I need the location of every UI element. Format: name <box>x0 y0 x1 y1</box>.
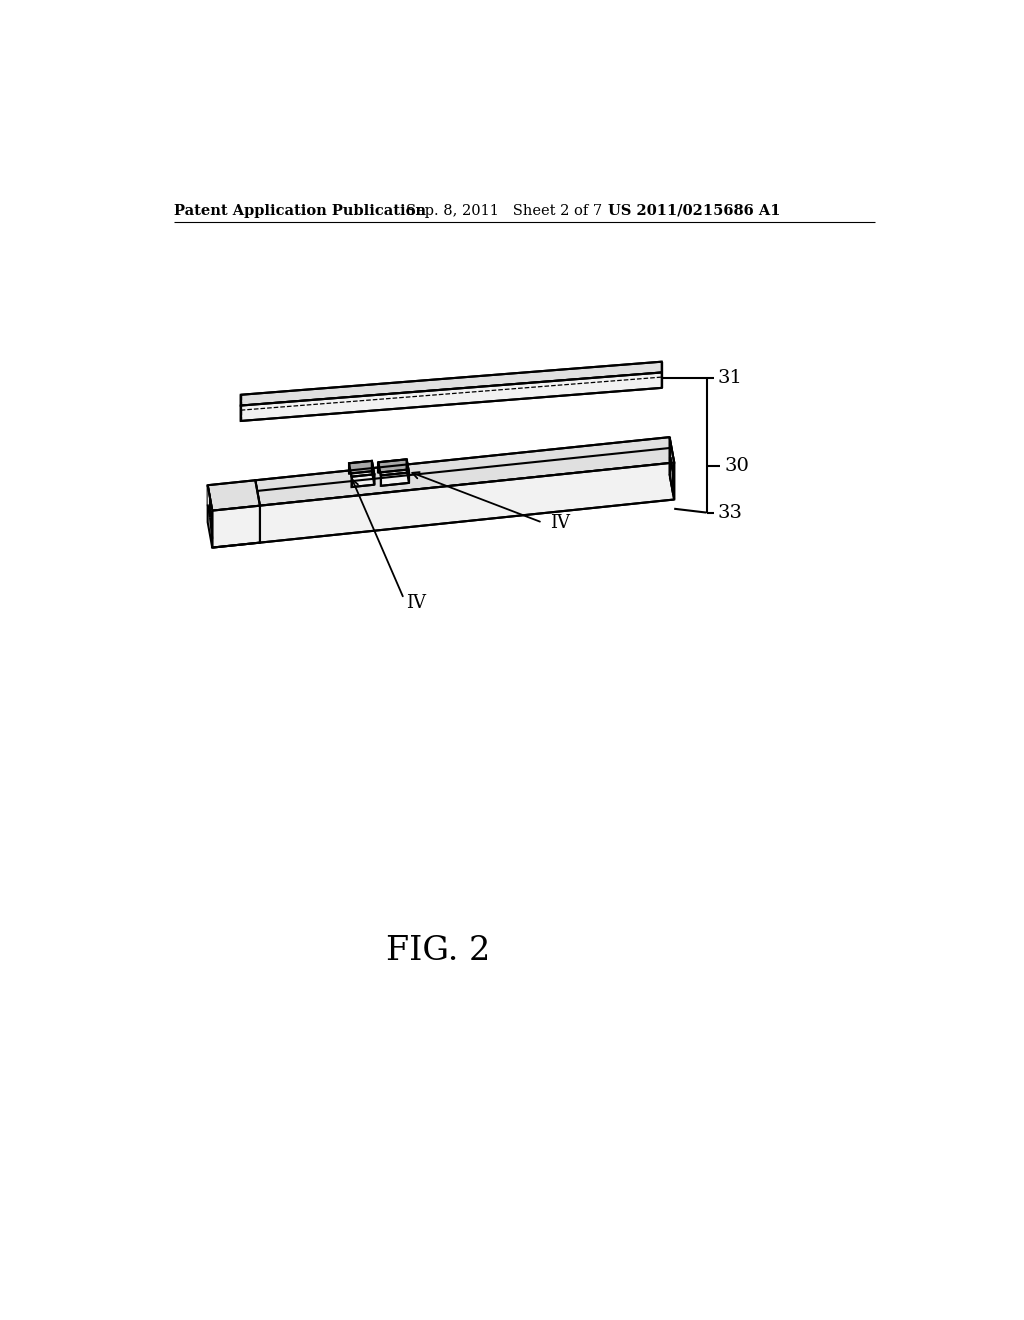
Polygon shape <box>208 486 210 517</box>
Text: 30: 30 <box>725 458 750 475</box>
Text: FIG. 2: FIG. 2 <box>386 936 490 968</box>
Text: 33: 33 <box>717 504 742 521</box>
Polygon shape <box>349 461 372 474</box>
Polygon shape <box>255 437 674 506</box>
Text: Patent Application Publication: Patent Application Publication <box>174 203 426 218</box>
Polygon shape <box>379 459 409 475</box>
Text: US 2011/0215686 A1: US 2011/0215686 A1 <box>608 203 780 218</box>
Polygon shape <box>208 486 212 548</box>
Polygon shape <box>407 459 409 483</box>
Text: IV: IV <box>407 594 426 611</box>
Polygon shape <box>351 474 375 487</box>
Polygon shape <box>212 506 260 548</box>
Polygon shape <box>671 457 674 495</box>
Polygon shape <box>208 480 260 511</box>
Polygon shape <box>372 461 375 484</box>
Text: IV: IV <box>550 513 570 532</box>
Polygon shape <box>260 462 674 543</box>
Polygon shape <box>241 362 662 405</box>
Polygon shape <box>381 473 409 486</box>
Polygon shape <box>349 461 375 477</box>
Polygon shape <box>670 437 674 499</box>
Polygon shape <box>241 372 662 421</box>
Text: 31: 31 <box>717 368 742 387</box>
Text: Sep. 8, 2011   Sheet 2 of 7: Sep. 8, 2011 Sheet 2 of 7 <box>407 203 602 218</box>
Polygon shape <box>379 459 407 473</box>
